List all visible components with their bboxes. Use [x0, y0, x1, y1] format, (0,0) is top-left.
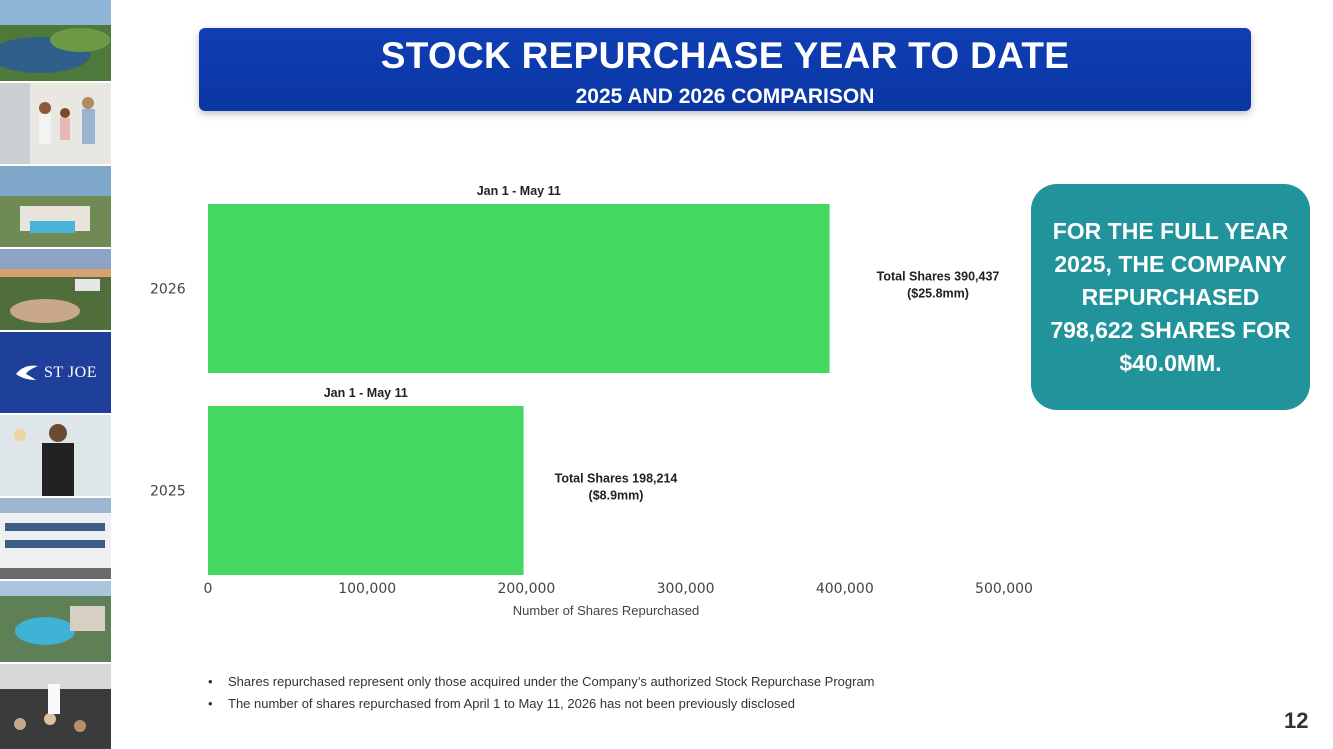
x-axis-title: Number of Shares Repurchased — [513, 603, 699, 618]
bar-total-label: Total Shares 390,437 — [877, 270, 1000, 284]
lake-homes-photo — [0, 249, 111, 330]
x-tick-label: 500,000 — [975, 581, 1033, 597]
golf-course-photo — [0, 0, 111, 81]
repurchase-bar-chart: Jan 1 - May 11 2026 Total Shares 390,437 ($… — [140, 170, 1060, 630]
waterpark-photo — [0, 581, 111, 662]
footnote-text: The number of shares repurchased from Ap… — [228, 696, 796, 711]
callout-text: FOR THE FULL YEAR 2025, THE COMPANY REPU… — [1050, 217, 1291, 376]
x-tick-label: 200,000 — [497, 581, 555, 597]
staff-photo — [0, 415, 111, 496]
footnote-item: • Shares repurchased represent only those… — [208, 674, 875, 689]
footnotes: • Shares repurchased represent only those… — [206, 672, 1106, 716]
category-label: 2025 — [150, 484, 186, 500]
st-joe-logo: ST JOE — [0, 332, 111, 413]
x-tick-label: 0 — [204, 581, 213, 597]
footnote-item: • The number of shares repurchased from A… — [208, 696, 796, 711]
bar-total-label: Total Shares 198,214 — [555, 472, 678, 486]
chart-canvas: Jan 1 - May 11 2026 Total Shares 390,437 ($… — [150, 184, 1033, 618]
page-title: STOCK REPURCHASE YEAR TO DATE — [380, 35, 1070, 76]
photo-strip: ST JOE — [0, 0, 111, 749]
x-tick-label: 300,000 — [657, 581, 715, 597]
bar-value-label: ($8.9mm) — [589, 489, 644, 503]
page-number: 12 — [1284, 708, 1309, 733]
resort-pool-photo — [0, 166, 111, 247]
x-tick-label: 400,000 — [816, 581, 874, 597]
bar-period-label: Jan 1 - May 11 — [477, 184, 561, 198]
bar — [208, 204, 830, 373]
page-subtitle: 2025 AND 2026 COMPARISON — [575, 85, 875, 108]
family-photo — [0, 83, 111, 164]
category-label: 2026 — [150, 282, 186, 298]
logo-text: ST JOE — [44, 363, 97, 381]
office-building-photo — [0, 498, 111, 579]
bar-period-label: Jan 1 - May 11 — [324, 386, 408, 400]
bird-icon — [16, 365, 39, 380]
bar — [208, 406, 524, 575]
bar-value-label: ($25.8mm) — [907, 287, 969, 301]
footnote-text: Shares repurchased represent only those … — [228, 674, 875, 689]
event-crowd-photo — [0, 664, 111, 749]
title-banner: STOCK REPURCHASE YEAR TO DATE 2025 AND 2… — [199, 28, 1251, 111]
x-tick-label: 100,000 — [338, 581, 396, 597]
full-year-callout: FOR THE FULL YEAR 2025, THE COMPANY REPU… — [1031, 184, 1310, 410]
